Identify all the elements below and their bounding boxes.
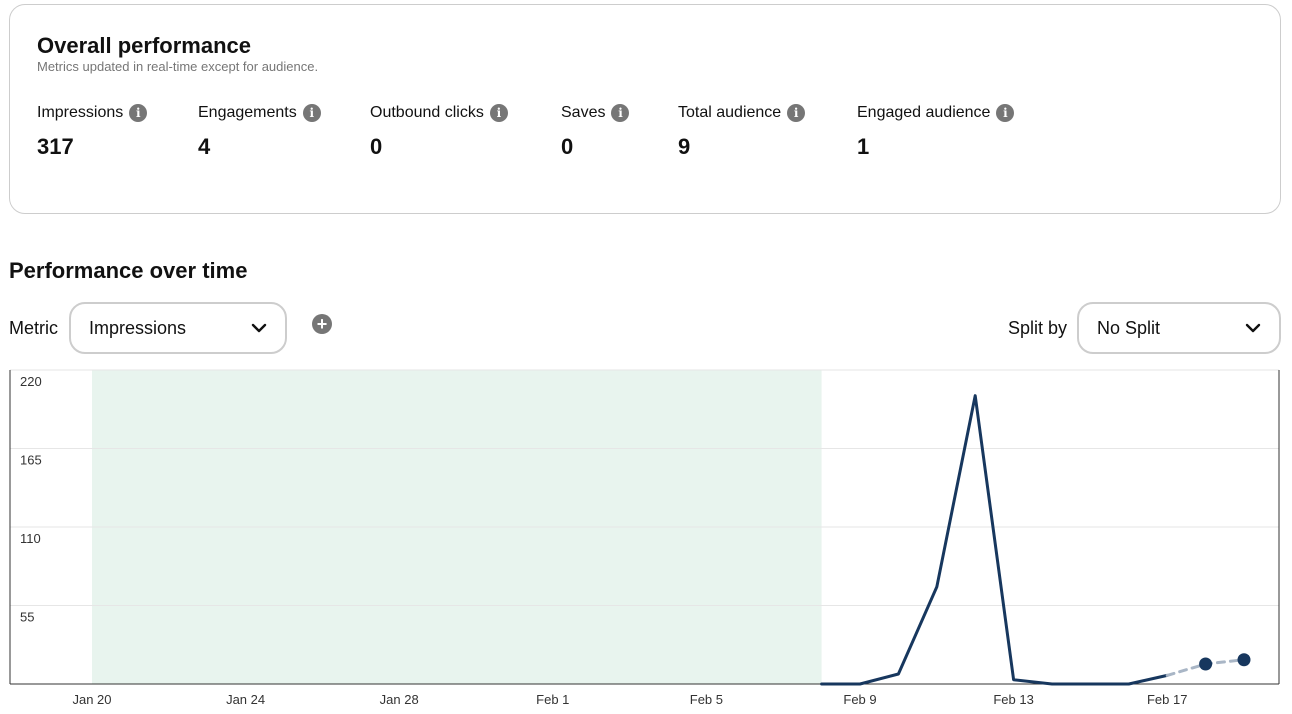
info-icon[interactable]: i [787, 104, 806, 122]
info-icon[interactable]: i [302, 104, 321, 122]
y-tick-label: 110 [20, 531, 41, 546]
impressions-line [820, 394, 1169, 686]
info-icon[interactable]: i [129, 104, 148, 122]
metric-select-value: Impressions [89, 317, 187, 338]
metric-engagements: Engagements i 4 [198, 103, 321, 160]
chevron-down-icon [251, 323, 267, 333]
y-tick-label: 220 [20, 374, 42, 389]
metric-value: 0 [561, 134, 574, 159]
info-icon[interactable]: i [996, 104, 1015, 122]
metric-select[interactable]: Impressions [69, 302, 287, 354]
data-point-marker [1199, 657, 1213, 671]
metric-total-audience: Total audience i 9 [678, 103, 806, 160]
overall-performance-card: Overall performance Metrics updated in r… [9, 4, 1281, 214]
metric-value: 9 [678, 134, 691, 159]
metric-label: Engagements [198, 104, 297, 121]
y-tick-label: 55 [20, 610, 34, 625]
performance-chart: 55 110 165 220 Jan 20 Jan 24 Jan 28 Feb 1 Feb 5 F… [0, 368, 1292, 714]
data-point-marker [1237, 653, 1251, 667]
plus-circle-icon[interactable]: + [312, 314, 332, 334]
x-tick-label: Feb 1 [536, 692, 569, 707]
x-tick-label: Jan 24 [226, 692, 265, 707]
info-icon[interactable]: i [611, 104, 630, 122]
metric-value: 1 [857, 134, 870, 159]
metric-label: Impressions [37, 104, 124, 121]
metric-outbound-clicks: Outbound clicks i 0 [370, 103, 508, 160]
metric-saves: Saves i 0 [561, 103, 630, 160]
metric-impressions: Impressions i 317 [37, 103, 148, 160]
x-tick-label: Feb 13 [993, 692, 1033, 707]
metric-label: Total audience [678, 104, 782, 121]
metric-label: Outbound clicks [370, 104, 484, 121]
line-chart-svg: 55 110 165 220 Jan 20 Jan 24 Jan 28 Feb 1 Feb 5 F… [9, 369, 1280, 707]
metric-value: 0 [370, 134, 383, 159]
overall-performance-title: Overall performance [37, 33, 251, 58]
metric-value: 317 [37, 134, 74, 159]
metric-engaged-audience: Engaged audience i 1 [857, 103, 1015, 160]
x-tick-label: Feb 5 [690, 692, 723, 707]
overall-performance-subtitle: Metrics updated in real-time except for … [37, 59, 319, 74]
info-icon[interactable]: i [489, 104, 508, 122]
split-by-label: Split by [1008, 318, 1068, 338]
split-by-select[interactable]: No Split [1077, 302, 1281, 354]
x-tick-label: Feb 9 [843, 692, 876, 707]
metric-label: Saves [561, 104, 606, 121]
y-tick-label: 165 [20, 453, 42, 468]
split-by-select-value: No Split [1097, 317, 1161, 338]
x-tick-label: Feb 17 [1147, 692, 1187, 707]
x-tick-label: Jan 28 [380, 692, 419, 707]
performance-over-time-title: Performance over time [9, 258, 248, 283]
metric-label: Engaged audience [857, 104, 991, 121]
metric-select-label: Metric [9, 318, 58, 338]
metric-value: 4 [198, 134, 211, 159]
chevron-down-icon [1245, 323, 1261, 333]
x-tick-label: Jan 20 [72, 692, 111, 707]
